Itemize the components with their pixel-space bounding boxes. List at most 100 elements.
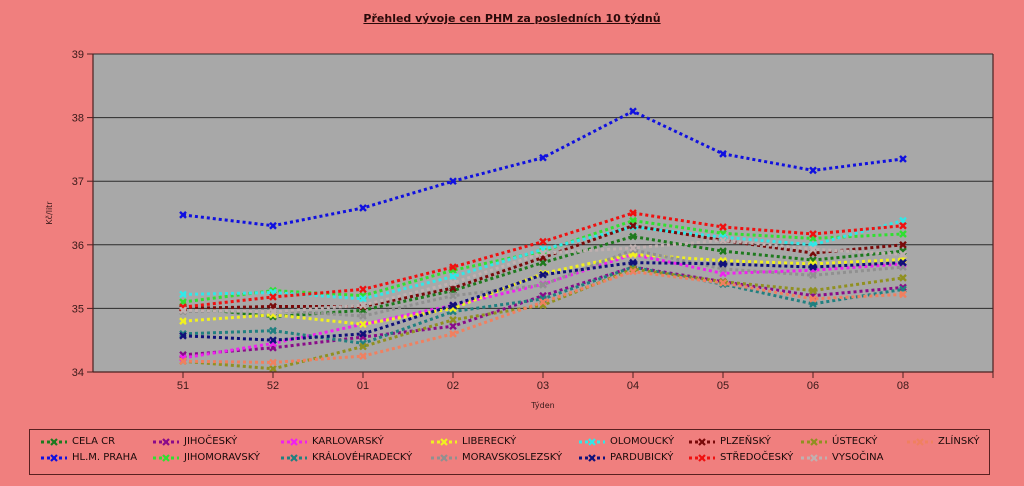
data-point [449,272,457,281]
legend-swatch [907,437,933,446]
data-point [359,342,367,351]
legend-label: ZLÍNSKÝ [938,436,980,447]
data-point [629,107,637,116]
data-point [179,357,187,366]
series-hl-m-praha [179,107,907,230]
series-line [182,248,904,318]
data-point [899,155,907,163]
legend-label: OLOMOUCKÝ [610,436,675,447]
data-point [449,279,457,287]
legend-label: CELA CR [72,436,116,447]
data-point [629,209,637,217]
x-tick-label: 08 [897,380,909,392]
data-point [179,306,187,315]
data-point [899,230,907,238]
x-tick-label: 52 [267,380,279,392]
y-axis-label: Kč/litr [44,201,54,225]
legend-item: ZLÍNSKÝ [906,436,980,447]
data-point [269,326,277,335]
legend-marker [916,437,924,446]
data-point [809,245,817,254]
data-point [809,263,817,271]
legend-swatch [153,453,179,462]
chart-title: Přehled vývoje cen PHM za posledních 10 … [363,12,661,25]
data-point [449,177,457,186]
data-point [359,329,367,338]
legend-swatch [579,437,605,446]
legend-swatch [801,453,827,462]
data-point [269,293,277,301]
data-point [539,270,547,279]
series-line [182,261,904,342]
legend-label: PARDUBICKÝ [610,452,674,463]
y-tick-label: 34 [72,367,84,379]
data-point [899,258,907,267]
legend-swatch [689,453,715,462]
series-pardubick- [179,258,907,345]
legend-item: CELA CR [40,436,115,447]
legend-marker [698,437,706,446]
data-point [449,301,457,310]
data-point [899,250,907,259]
data-point [269,358,277,367]
legend-marker [290,453,298,462]
data-point [629,232,637,241]
legend-item: ÚSTECKÝ [800,436,877,447]
legend-swatch [153,437,179,446]
legend-swatch [801,437,827,446]
legend-swatch [281,437,307,446]
data-point [539,237,547,246]
legend-marker [588,453,596,462]
series-layer [179,107,907,373]
data-point [179,290,187,299]
data-point [449,291,457,300]
data-point [269,221,277,230]
data-point [629,267,637,276]
x-tick-label: 01 [357,380,369,392]
data-point [899,283,907,292]
data-point [539,249,547,257]
data-point [449,315,457,324]
axes: 34 35 36 37 38 39 51 52 01 02 03 04 05 06 08 [72,49,994,392]
x-axis-label: Týden [530,401,554,410]
legend-swatch [281,453,307,462]
legend-marker [440,437,448,446]
series-vyso-ina [179,236,907,316]
legend-label: LIBERECKÝ [462,436,517,447]
legend-swatch [41,437,67,446]
y-tick-label: 36 [72,240,84,252]
data-point [449,263,457,271]
data-point [809,230,817,238]
series-line [182,109,904,228]
data-point [719,279,727,287]
data-point [359,204,367,212]
data-point [719,260,727,268]
legend-label: STŘEDOČESKÝ [720,452,794,463]
legend-marker [588,437,596,446]
legend-label: JIHOMORAVSKÝ [184,452,261,463]
data-point [269,364,277,373]
data-point [899,290,907,299]
legend-label: ÚSTECKÝ [832,436,878,447]
legend-marker [50,453,58,462]
data-point [629,244,637,252]
legend-item: JIHOČESKÝ [152,436,237,447]
legend-item: HL.M. PRAHA [40,452,137,463]
data-point [899,240,907,249]
x-tick-label: 06 [807,380,819,392]
legend-label: KRÁLOVÉHRADECKÝ [312,452,413,463]
data-point [269,307,277,316]
plot-area [93,54,993,372]
legend-item: KRÁLOVÉHRADECKÝ [280,452,412,463]
legend-marker [50,437,58,446]
data-point [719,150,727,158]
legend-item: PARDUBICKÝ [578,452,673,463]
legend-swatch [579,453,605,462]
legend-item: KARLOVARSKÝ [280,436,384,447]
data-point [359,312,367,320]
data-point [449,329,457,338]
legend-label: PLZEŇSKÝ [720,436,771,447]
data-point [809,166,817,175]
x-tick-label: 04 [627,380,639,392]
data-point [809,286,817,295]
